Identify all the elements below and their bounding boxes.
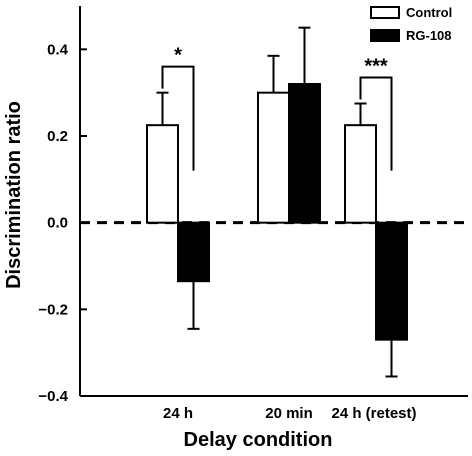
y-tick-label: 0.2 [47,128,68,145]
y-tick-label: 0.0 [47,215,68,232]
legend-label-control: Control [406,5,452,20]
y-tick-label: −0.4 [38,388,68,405]
significance-bracket-24-h [161,65,195,171]
significance-markers: * *** [161,45,393,171]
significance-label-24-h: * [174,45,182,67]
y-tick-labels: −0.4 −0.2 0.0 0.2 0.4 [38,41,68,405]
significance-bracket-24-h-retest [359,76,393,171]
bar-control-20-min [257,91,290,224]
bar-control-24-h-retest [344,124,377,224]
x-tick-labels: 24 h 20 min 24 h (retest) [163,405,417,422]
x-tick-label-20-min: 20 min [265,405,313,422]
x-axis-title: Delay condition [184,429,333,451]
legend-swatch-control [370,6,400,19]
y-axis-title: Discrimination ratio [3,101,25,289]
significance-label-24-h-retest: *** [364,56,388,78]
bar-control-24-h [146,124,179,224]
bar-rg-108-24-h-retest [375,221,408,341]
legend: Control RG-108 [370,5,452,43]
bars [146,83,408,341]
bar-rg-108-20-min [288,83,321,224]
y-tick-label: 0.4 [47,41,69,58]
legend-label-rg-108: RG-108 [406,28,452,43]
x-tick-label-24-h: 24 h [163,405,193,422]
error-bars [156,26,398,378]
legend-swatch-rg-108 [370,29,400,42]
bar-rg-108-24-h [177,221,210,283]
y-tick-label: −0.2 [38,301,68,318]
x-tick-label-24-h-retest: 24 h (retest) [331,405,416,422]
